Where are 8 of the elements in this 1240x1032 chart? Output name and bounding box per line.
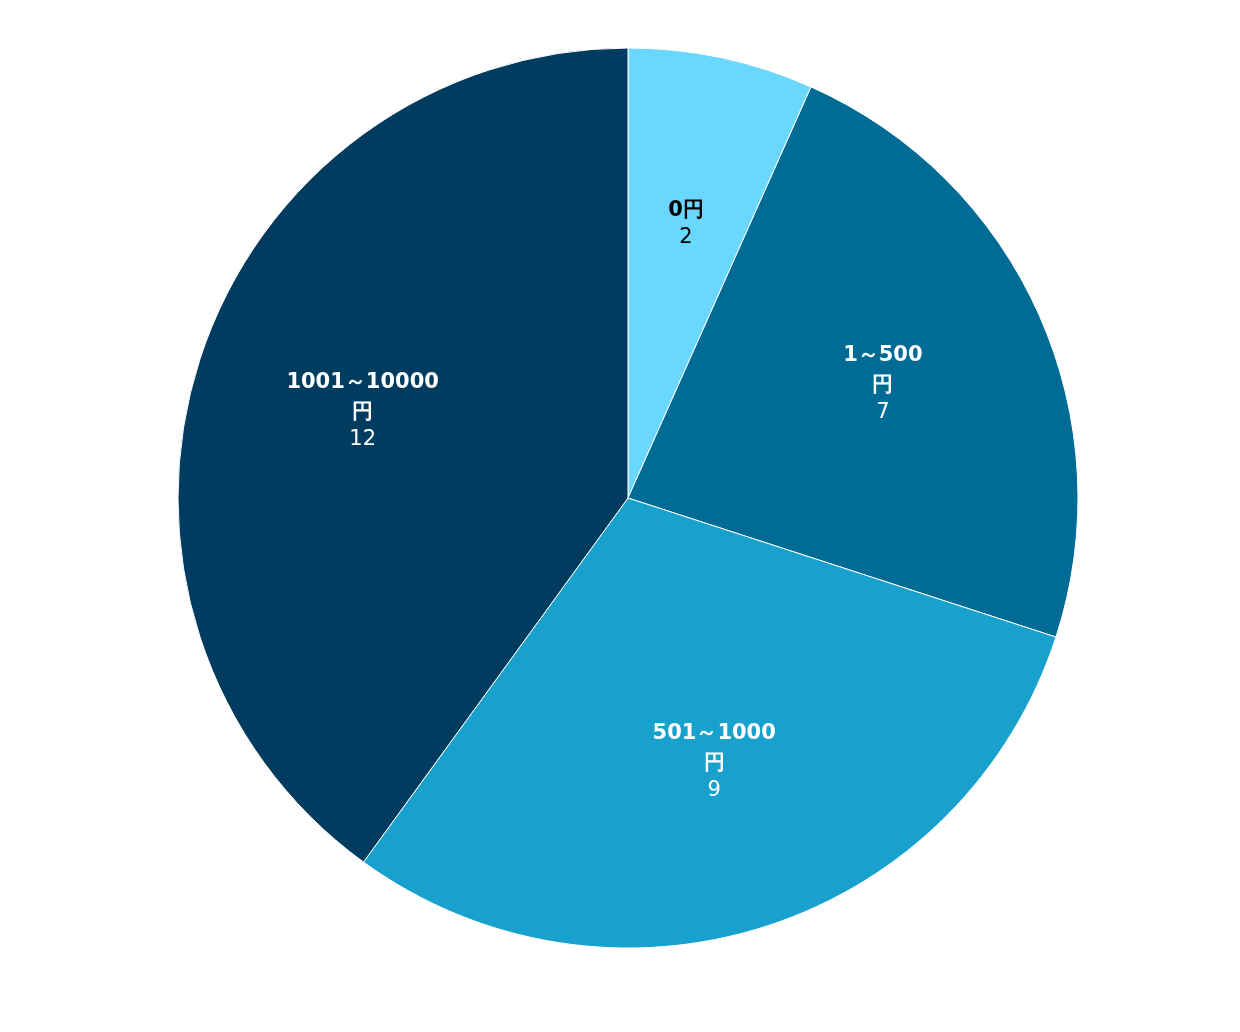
slice-label: 1001～10000円 xyxy=(286,368,439,423)
slice-label: 0円 xyxy=(668,197,704,222)
data-label: 12 xyxy=(349,425,377,450)
data-label: 7 xyxy=(876,398,890,423)
data-label: 2 xyxy=(679,224,693,249)
slice-label: 1～500円 xyxy=(843,341,923,396)
data-label: 9 xyxy=(707,777,721,802)
slice-label: 501～1000円 xyxy=(652,720,776,775)
